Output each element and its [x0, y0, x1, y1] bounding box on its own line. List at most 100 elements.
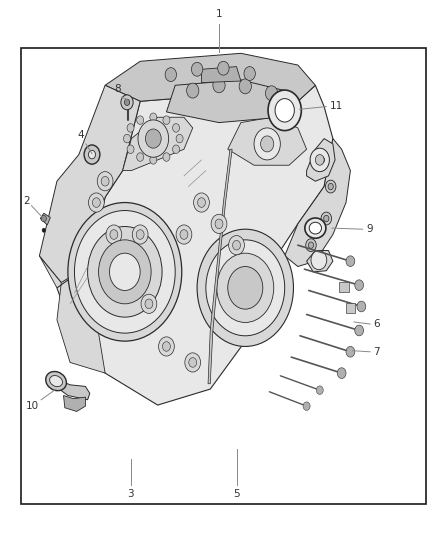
Circle shape: [310, 148, 329, 172]
Circle shape: [145, 299, 153, 309]
Circle shape: [145, 129, 161, 148]
Circle shape: [173, 124, 180, 132]
Circle shape: [121, 95, 133, 110]
Text: 2: 2: [23, 197, 30, 206]
Bar: [339, 282, 349, 292]
Circle shape: [187, 83, 199, 98]
Ellipse shape: [309, 222, 321, 234]
Text: 8: 8: [114, 84, 121, 94]
Circle shape: [132, 225, 148, 244]
Text: 6: 6: [373, 319, 380, 329]
Circle shape: [346, 256, 355, 266]
Polygon shape: [285, 139, 350, 266]
Circle shape: [325, 180, 336, 193]
Text: 1: 1: [215, 9, 223, 19]
Circle shape: [92, 198, 100, 207]
Circle shape: [97, 172, 113, 191]
Circle shape: [357, 301, 366, 312]
Circle shape: [185, 353, 201, 372]
Circle shape: [319, 157, 325, 163]
Circle shape: [141, 294, 157, 313]
Circle shape: [88, 150, 95, 159]
Circle shape: [127, 124, 134, 132]
Circle shape: [136, 230, 144, 239]
Circle shape: [189, 358, 197, 367]
Circle shape: [197, 229, 293, 346]
Circle shape: [303, 402, 310, 410]
Circle shape: [101, 176, 109, 186]
Circle shape: [206, 240, 285, 336]
Circle shape: [328, 183, 333, 190]
Circle shape: [337, 368, 346, 378]
Ellipse shape: [305, 218, 326, 238]
Text: 4: 4: [78, 130, 85, 140]
Circle shape: [137, 153, 144, 161]
Circle shape: [165, 68, 177, 82]
Text: 9: 9: [366, 224, 373, 234]
Circle shape: [355, 280, 364, 290]
Circle shape: [162, 342, 170, 351]
Circle shape: [211, 214, 227, 233]
Ellipse shape: [46, 372, 67, 391]
Circle shape: [150, 113, 157, 122]
Text: 7: 7: [373, 347, 380, 357]
Circle shape: [110, 253, 140, 290]
Circle shape: [194, 193, 209, 212]
Circle shape: [268, 90, 301, 131]
Circle shape: [275, 99, 294, 122]
Circle shape: [180, 230, 188, 239]
Polygon shape: [307, 139, 335, 181]
Polygon shape: [166, 80, 285, 123]
Circle shape: [176, 134, 183, 143]
Circle shape: [68, 203, 182, 341]
Text: 10: 10: [26, 401, 39, 411]
Text: 3: 3: [127, 489, 134, 499]
Circle shape: [127, 145, 134, 154]
Text: 5: 5: [233, 489, 240, 499]
Circle shape: [173, 145, 180, 154]
Polygon shape: [208, 149, 232, 384]
Circle shape: [311, 251, 327, 270]
Circle shape: [346, 346, 355, 357]
Bar: [21, 48, 426, 504]
Polygon shape: [307, 251, 333, 272]
Circle shape: [124, 99, 130, 106]
Polygon shape: [228, 117, 307, 165]
Polygon shape: [64, 395, 85, 411]
Circle shape: [106, 225, 122, 244]
Bar: [346, 303, 355, 313]
Circle shape: [228, 266, 263, 309]
Polygon shape: [57, 85, 333, 405]
Circle shape: [99, 240, 151, 304]
Circle shape: [324, 215, 329, 222]
Circle shape: [84, 145, 100, 164]
Circle shape: [229, 236, 244, 255]
Circle shape: [124, 134, 131, 143]
Circle shape: [110, 230, 118, 239]
Circle shape: [215, 219, 223, 229]
Circle shape: [218, 61, 229, 75]
Circle shape: [213, 78, 225, 93]
Circle shape: [41, 215, 46, 222]
Circle shape: [163, 116, 170, 124]
Circle shape: [163, 153, 170, 161]
Circle shape: [254, 128, 280, 160]
Circle shape: [315, 155, 324, 165]
Circle shape: [42, 228, 46, 232]
Circle shape: [150, 156, 157, 164]
Circle shape: [74, 211, 175, 333]
Circle shape: [306, 239, 316, 252]
Circle shape: [88, 227, 162, 317]
Ellipse shape: [49, 376, 63, 386]
Circle shape: [88, 193, 104, 212]
Circle shape: [198, 198, 205, 207]
Polygon shape: [123, 117, 193, 171]
Circle shape: [321, 212, 332, 225]
Polygon shape: [59, 381, 90, 400]
Circle shape: [355, 325, 364, 336]
Circle shape: [138, 120, 169, 157]
Circle shape: [239, 79, 251, 94]
Circle shape: [317, 154, 327, 166]
Circle shape: [217, 253, 274, 322]
Circle shape: [159, 337, 174, 356]
